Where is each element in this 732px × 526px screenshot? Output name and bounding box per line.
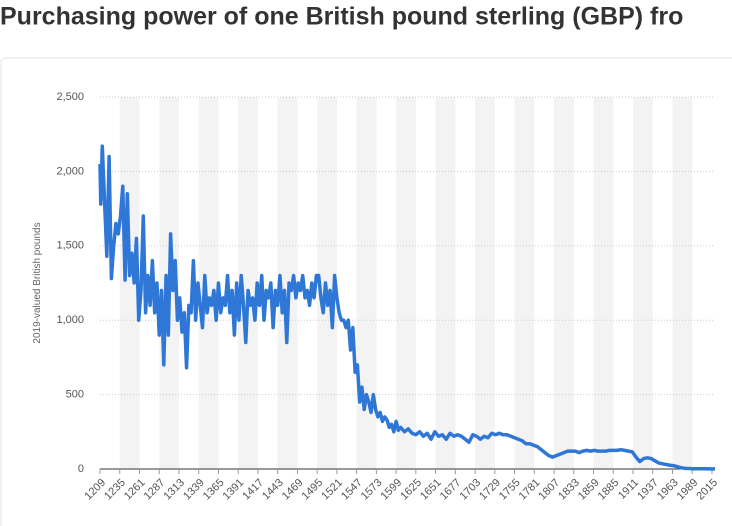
y-axis-label: 2019-valued British pounds (32, 222, 43, 343)
x-band (514, 97, 535, 469)
x-band (633, 97, 653, 469)
x-band (672, 97, 693, 469)
x-band (198, 97, 219, 469)
chart-title: Purchasing power of one British pound st… (0, 3, 683, 31)
x-band (554, 97, 574, 469)
y-tick-label: 2,500 (56, 91, 84, 103)
x-band (356, 97, 377, 469)
y-tick-label: 1,000 (56, 314, 84, 326)
y-tick-label: 0 (78, 463, 84, 475)
x-band (238, 97, 258, 469)
x-band (593, 97, 614, 469)
x-band (475, 97, 495, 469)
x-band (119, 97, 140, 469)
y-tick-label: 500 (66, 389, 84, 401)
y-tick-label: 1,500 (56, 240, 84, 252)
x-band (396, 97, 416, 469)
line-series (98, 144, 716, 471)
x-band (435, 97, 456, 469)
y-tick-label: 2,000 (56, 165, 84, 177)
